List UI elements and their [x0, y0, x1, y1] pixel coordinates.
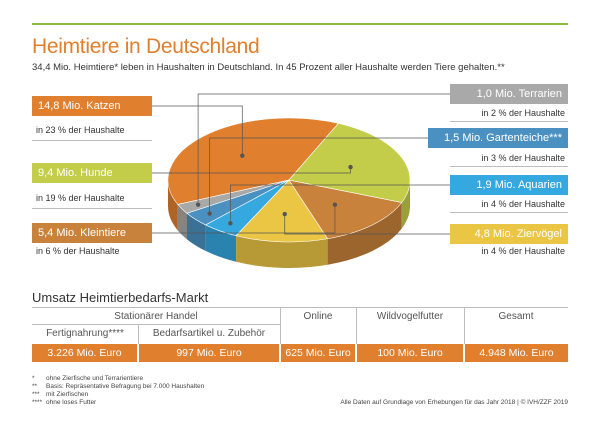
label-kleintiere: 5,4 Mio. Kleintiere [32, 223, 152, 243]
pie-side-kleintiere [327, 202, 402, 265]
label-hunde: 9,4 Mio. Hunde [32, 163, 152, 183]
table-divider-3 [464, 307, 465, 344]
separator-terrarien [450, 121, 568, 122]
footnote-4: **** ohne loses Futter [32, 399, 96, 406]
leader-dot-ziervögel [282, 211, 287, 217]
footnote-text: mit Zierfischen [46, 391, 89, 398]
share-katzen: in 23 % der Haushalte [36, 125, 125, 135]
page-title: Heimtiere in Deutschland [32, 35, 260, 58]
table-title: Umsatz Heimtierbedarfs-Markt [32, 290, 209, 305]
footnote-text: Basis: Repräsentative Befragung bei 7.00… [46, 383, 205, 390]
table-divider-1 [280, 307, 281, 344]
leader-line-terrarien [197, 93, 450, 205]
share-aquarien: in 4 % der Haushalte [481, 199, 565, 209]
source-credit: Alle Daten auf Grundlage von Erhebungen … [340, 399, 568, 406]
share-hunde: in 19 % der Haushalte [36, 193, 125, 203]
leader-dot-terrarien [195, 202, 201, 207]
share-kleintiere: in 6 % der Haushalte [36, 246, 120, 256]
separator-hunde [32, 208, 152, 209]
label-aquarien: 1,9 Mio. Aquarien [450, 175, 568, 195]
separator-aquarien [450, 212, 568, 213]
footnote-text: ohne loses Futter [46, 399, 97, 406]
label-ziervoegel: 4,8 Mio. Ziervögel [450, 224, 568, 244]
table-header-fertignahrung: Fertignahrung**** [46, 328, 124, 339]
pie-slice-ziervögel [235, 179, 329, 243]
table-divider-2 [356, 307, 357, 344]
pie-side-ziervögel [236, 235, 328, 268]
footnote-mark: *** [32, 391, 40, 398]
leader-line-gartenteiche [209, 137, 428, 214]
pie-side-aquarien [205, 224, 237, 262]
leader-dot-kleintiere [332, 202, 338, 207]
table-divider-sub [138, 324, 139, 344]
share-terrarien: in 2 % der Haushalte [481, 108, 565, 118]
table-group-header: Stationärer Handel [114, 311, 198, 322]
table-header-gesamt: Gesamt [498, 311, 534, 322]
footnote-2: ** Basis: Repräsentative Befragung bei 7.… [32, 383, 204, 390]
pie-slice-hunde [288, 123, 411, 203]
footnote-1: * ohne Zierfische und Terrarientiere [32, 375, 143, 382]
pie-slice-katzen [167, 117, 339, 205]
footnote-mark: ** [32, 383, 38, 390]
leader-dot-aquarien [228, 221, 233, 226]
table-value-gesamt: 4.948 Mio. Euro [465, 344, 568, 362]
leader-line-aquarien [230, 184, 450, 224]
share-ziervoegel: in 4 % der Haushalte [481, 246, 565, 256]
table-top-line [32, 307, 568, 308]
leader-dot-gartenteiche [207, 211, 212, 216]
leader-line-ziervögel [284, 214, 450, 235]
page-subtitle: 34,4 Mio. Heimtiere* leben in Haushalten… [32, 62, 505, 73]
footnote-mark: **** [32, 399, 43, 406]
table-header-online: Online [303, 311, 333, 322]
footnote-mark: * [32, 375, 35, 382]
table-header-bedarfsartikel: Bedarfsartikel u. Zubehör [152, 328, 266, 339]
label-gartenteiche: 1,5 Mio. Gartenteiche*** [428, 128, 568, 148]
table-value-bedarfsartikel: 997 Mio. Euro [139, 344, 279, 362]
separator-katzen [32, 140, 152, 141]
label-terrarien: 1,0 Mio. Terrarien [450, 84, 568, 104]
table-value-fertignahrung: 3.226 Mio. Euro [32, 344, 137, 362]
table-value-wildvogelfutter: 100 Mio. Euro [357, 344, 463, 362]
top-accent-line [32, 23, 568, 25]
leader-dot-hunde [348, 164, 353, 170]
footnote-text: ohne Zierfische und Terrarientiere [46, 375, 144, 382]
table-group-line [32, 324, 280, 325]
leader-dot-katzen [240, 153, 245, 158]
pie-chart [152, 93, 450, 268]
table-header-wildvogelfutter: Wildvogelfutter [376, 311, 444, 322]
leader-line-kleintiere [152, 204, 336, 234]
footnote-3: *** mit Zierfischen [32, 391, 88, 398]
pie-side-terrarien [177, 204, 187, 240]
pie-slice-kleintiere [288, 179, 403, 240]
label-katzen: 14,8 Mio. Katzen [32, 96, 152, 116]
table-value-online: 625 Mio. Euro [281, 344, 355, 362]
leader-line-katzen [152, 105, 243, 156]
separator-gartenteiche [450, 166, 568, 167]
share-gartenteiche: in 3 % der Haushalte [481, 153, 565, 163]
